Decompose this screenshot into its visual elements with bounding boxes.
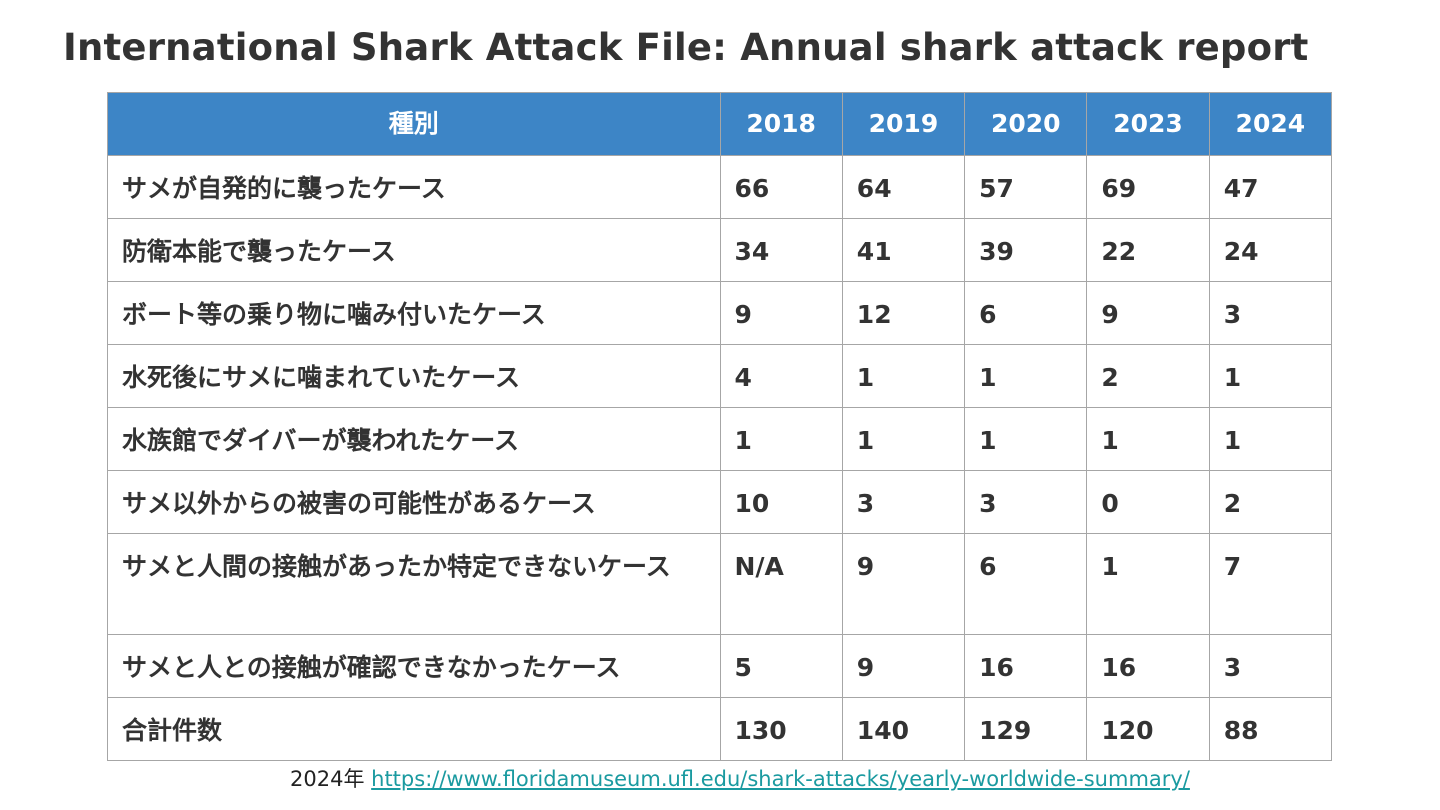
source-prefix: 2024年 <box>290 767 365 791</box>
cell-value: 6 <box>964 533 1088 635</box>
table-row: 水死後にサメに噛まれていたケース 4 1 1 2 1 <box>107 344 1333 408</box>
table-row: ボート等の乗り物に噛み付いたケース 9 12 6 9 3 <box>107 281 1333 345</box>
table-row: 防衛本能で襲ったケース 34 41 39 22 24 <box>107 218 1333 282</box>
cell-value: 3 <box>964 470 1088 534</box>
table-row: サメが自発的に襲ったケース 66 64 57 69 47 <box>107 155 1333 219</box>
row-label: 合計件数 <box>107 697 721 761</box>
table-row: サメと人間の接触があったか特定できないケース N/A 9 6 1 7 <box>107 533 1333 635</box>
cell-value: 1 <box>964 344 1088 408</box>
cell-value: 1 <box>1086 407 1210 471</box>
header-2019: 2019 <box>841 92 966 156</box>
cell-value: 16 <box>1086 634 1210 698</box>
cell-value: 1 <box>719 407 843 471</box>
page-title: International Shark Attack File: Annual … <box>63 26 1309 69</box>
cell-value: 9 <box>719 281 843 345</box>
cell-value: 12 <box>841 281 966 345</box>
cell-value: 2 <box>1208 470 1333 534</box>
source-note: 2024年 https://www.floridamuseum.ufl.edu/… <box>290 763 1190 793</box>
cell-value: 6 <box>964 281 1088 345</box>
cell-value: 88 <box>1208 697 1333 761</box>
cell-value: 9 <box>841 634 966 698</box>
header-2024: 2024 <box>1208 92 1333 156</box>
row-label: サメと人間の接触があったか特定できないケース <box>107 533 721 635</box>
header-2018: 2018 <box>719 92 843 156</box>
cell-value: 1 <box>1208 344 1333 408</box>
row-label: ボート等の乗り物に噛み付いたケース <box>107 281 721 345</box>
cell-value: 120 <box>1086 697 1210 761</box>
cell-value: 41 <box>841 218 966 282</box>
row-label: サメ以外からの被害の可能性があるケース <box>107 470 721 534</box>
cell-value: 69 <box>1086 155 1210 219</box>
source-link[interactable]: https://www.floridamuseum.ufl.edu/shark-… <box>371 767 1190 791</box>
cell-value: 1 <box>964 407 1088 471</box>
cell-value: 1 <box>841 344 966 408</box>
cell-value: 10 <box>719 470 843 534</box>
table-row: サメと人との接触が確認できなかったケース 5 9 16 16 3 <box>107 634 1333 698</box>
cell-value: 3 <box>1208 281 1333 345</box>
cell-value: 5 <box>719 634 843 698</box>
cell-value: 9 <box>841 533 966 635</box>
cell-value: 57 <box>964 155 1088 219</box>
cell-value: 130 <box>719 697 843 761</box>
row-label: 防衛本能で襲ったケース <box>107 218 721 282</box>
table-row: 水族館でダイバーが襲われたケース 1 1 1 1 1 <box>107 407 1333 471</box>
table-row-total: 合計件数 130 140 129 120 88 <box>107 697 1333 761</box>
cell-value: 1 <box>1208 407 1333 471</box>
cell-value: 3 <box>841 470 966 534</box>
cell-value: 0 <box>1086 470 1210 534</box>
row-label: 水死後にサメに噛まれていたケース <box>107 344 721 408</box>
shark-attack-table: 種別 2018 2019 2020 2023 2024 サメが自発的に襲ったケー… <box>107 92 1333 761</box>
cell-value: 129 <box>964 697 1088 761</box>
cell-value: 1 <box>1086 533 1210 635</box>
table-row: サメ以外からの被害の可能性があるケース 10 3 3 0 2 <box>107 470 1333 534</box>
cell-value: 140 <box>841 697 966 761</box>
header-2020: 2020 <box>964 92 1088 156</box>
cell-value: 7 <box>1208 533 1333 635</box>
header-type: 種別 <box>107 92 721 156</box>
cell-value: 4 <box>719 344 843 408</box>
cell-value: 1 <box>841 407 966 471</box>
row-label: サメが自発的に襲ったケース <box>107 155 721 219</box>
cell-value: 64 <box>841 155 966 219</box>
cell-value: 22 <box>1086 218 1210 282</box>
cell-value: 24 <box>1208 218 1333 282</box>
cell-value: 9 <box>1086 281 1210 345</box>
cell-value: 16 <box>964 634 1088 698</box>
row-label: サメと人との接触が確認できなかったケース <box>107 634 721 698</box>
row-label: 水族館でダイバーが襲われたケース <box>107 407 721 471</box>
cell-value: 34 <box>719 218 843 282</box>
table-header-row: 種別 2018 2019 2020 2023 2024 <box>107 92 1333 156</box>
cell-value: 39 <box>964 218 1088 282</box>
cell-value: 66 <box>719 155 843 219</box>
cell-value: N/A <box>719 533 843 635</box>
cell-value: 3 <box>1208 634 1333 698</box>
header-2023: 2023 <box>1086 92 1210 156</box>
cell-value: 47 <box>1208 155 1333 219</box>
cell-value: 2 <box>1086 344 1210 408</box>
